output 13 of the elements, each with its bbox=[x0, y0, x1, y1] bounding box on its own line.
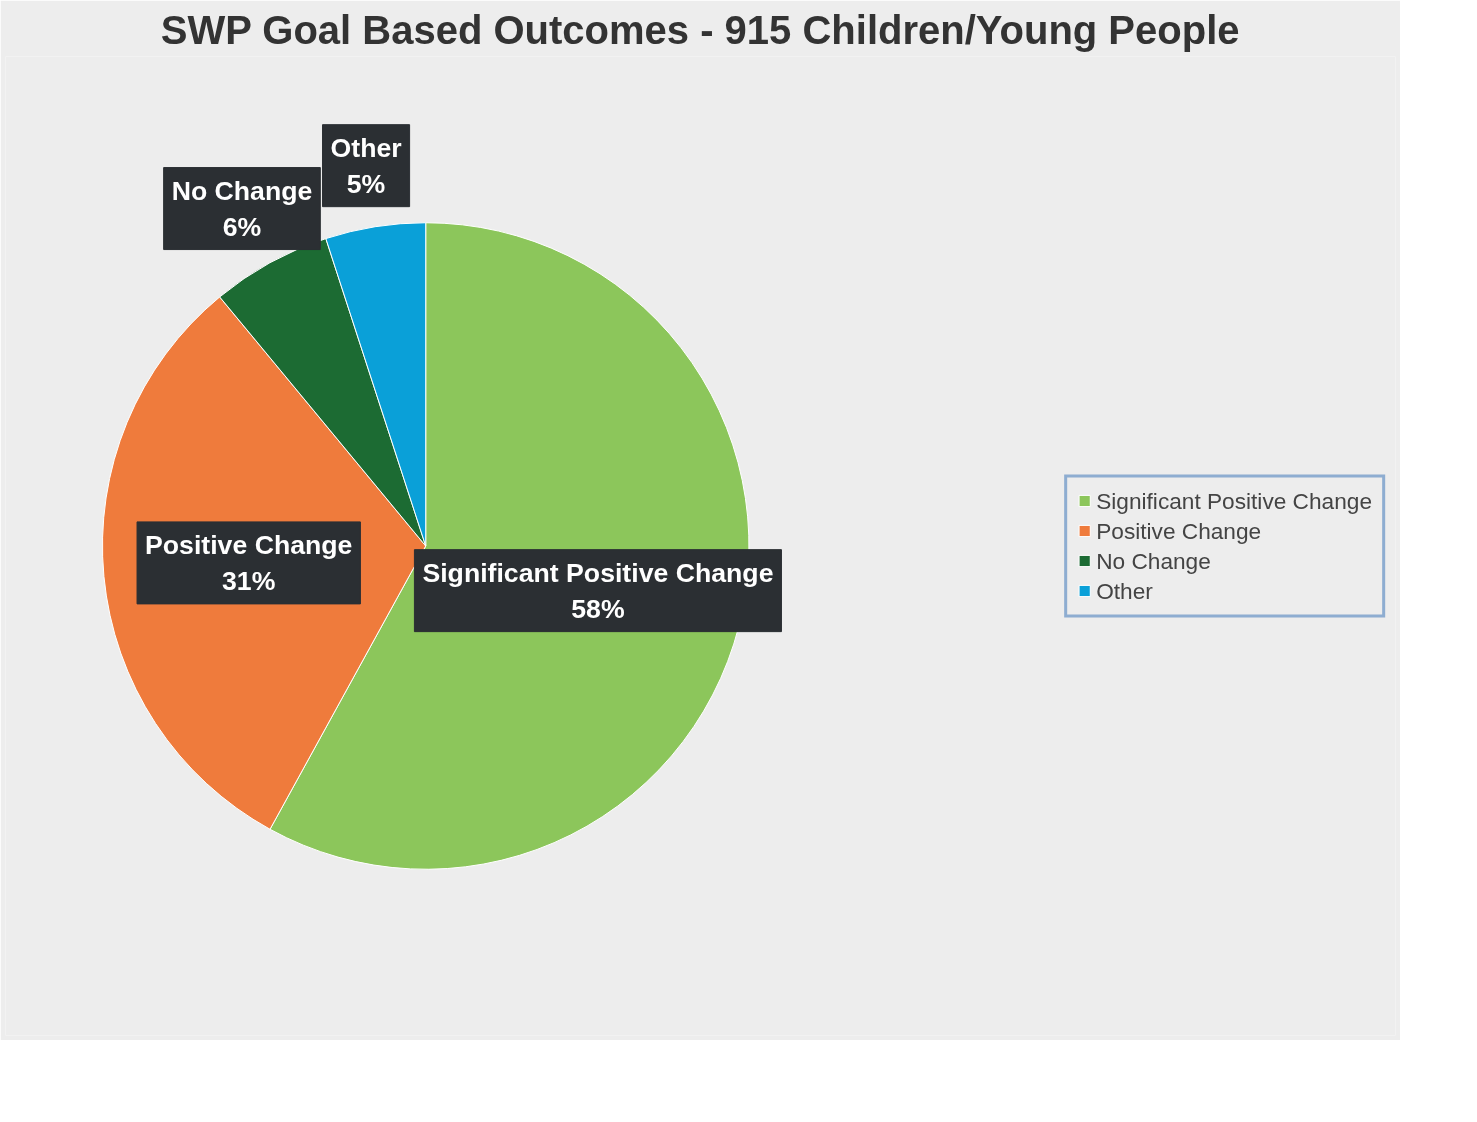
legend-label: No Change bbox=[1096, 547, 1211, 574]
legend-label: Positive Change bbox=[1096, 517, 1262, 544]
legend-label: Other bbox=[1096, 577, 1153, 604]
slice-label: Other bbox=[330, 132, 402, 163]
data-label: 31% bbox=[222, 565, 276, 596]
slice-label: Significant Positive Change bbox=[422, 557, 774, 588]
slice-label: Positive Change bbox=[145, 529, 353, 560]
legend-label: Significant Positive Change bbox=[1096, 487, 1372, 514]
slice-label: No Change bbox=[171, 175, 313, 206]
chart-title: SWP Goal Based Outcomes - 915 Children/Young People bbox=[160, 7, 1240, 52]
data-label: 5% bbox=[346, 168, 386, 199]
data-label: 6% bbox=[222, 211, 262, 242]
data-label: 58% bbox=[571, 593, 625, 624]
